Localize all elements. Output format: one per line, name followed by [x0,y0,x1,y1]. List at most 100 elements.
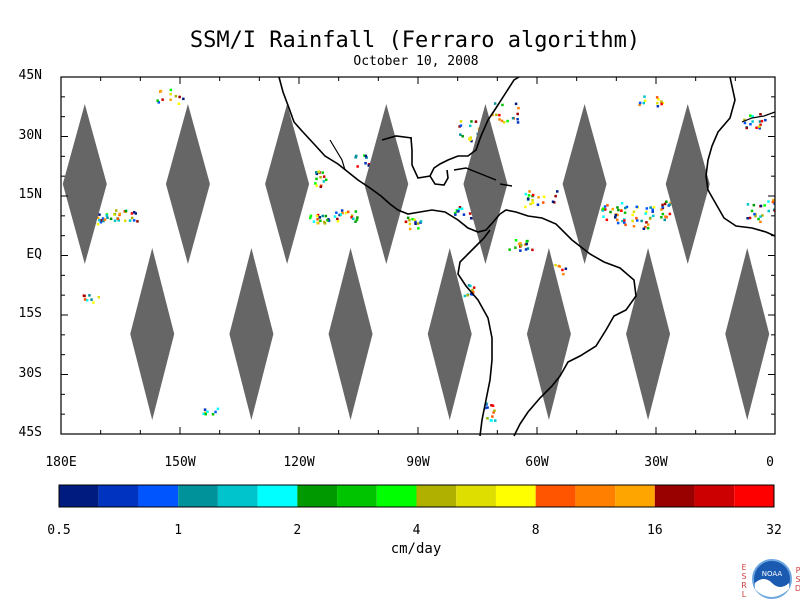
rain-pixel [745,126,748,130]
rain-pixel [326,219,329,222]
rain-pixel [767,200,770,203]
rain-pixel [216,407,220,411]
rain-pixel [315,214,319,218]
rain-pixel [519,249,522,252]
rain-pixel [470,120,473,123]
rain-pixel [202,412,205,416]
rain-pixel [459,133,462,136]
rain-pixel [759,123,762,127]
rain-pixel [156,99,159,102]
rain-pixel [635,205,638,209]
rain-pixel [606,204,609,207]
rain-pixel [760,119,764,123]
rain-pixel [365,156,368,159]
rain-pixel [493,102,497,105]
rain-pixel [102,219,105,223]
rain-pixel [316,218,319,221]
colorbar-segment [297,485,338,507]
coastline-gulf [381,135,413,141]
rain-pixel [663,202,667,206]
rain-pixel [419,220,423,223]
rain-pixel [620,202,624,205]
coastline-yucatan [429,169,449,186]
rain-pixel [414,222,417,225]
rain-pixel [511,116,515,120]
rain-pixel [458,125,461,128]
map-title: SSM/I Rainfall (Ferraro algorithm) [189,28,641,53]
rain-pixel [471,291,475,294]
rain-pixel [652,205,656,209]
rain-pixel [83,294,86,298]
rain-pixel [491,415,494,418]
rain-pixel [500,119,504,123]
colorbar-segment [98,485,139,507]
rain-pixel [625,205,629,209]
rain-pixel [406,216,410,220]
rain-pixel [458,206,462,209]
rain-pixel [203,408,207,411]
rain-pixel [554,194,557,198]
rain-pixel [554,263,557,267]
rain-pixel [101,217,105,220]
rain-pixel [458,207,461,211]
rain-pixel [454,213,457,216]
rain-pixel [632,225,636,228]
rain-pixel [527,197,530,201]
rain-pixel [416,222,420,225]
swath-gap-north [562,104,607,264]
rain-pixel [130,212,134,215]
rain-pixel [750,209,754,213]
rain-pixel [132,211,136,214]
rain-pixel [105,214,108,217]
rain-pixel [88,294,91,297]
rain-pixel [514,102,518,106]
rain-pixel [660,102,663,106]
rain-pixel [333,215,337,218]
rain-pixel [352,217,355,220]
rain-pixel [322,175,326,178]
coastline-gulf-east [410,76,520,179]
rain-pixel [344,211,348,215]
rain-pixel [457,209,460,213]
rain-pixel [531,199,534,202]
rain-pixel [486,417,489,420]
rain-pixel [495,113,498,117]
latitude-label: 45S [18,425,42,440]
colorbar-tick-label: 4 [412,523,421,538]
rain-pixel [531,193,535,197]
latitude-label: 15N [18,187,42,202]
rain-pixel [128,219,132,222]
rain-pixel [514,239,518,242]
axis-ticks-layer [60,76,776,435]
rain-pixel [527,194,531,197]
rain-pixel [644,212,647,215]
rain-pixel [614,216,617,219]
rain-pixel [624,223,627,227]
rain-pixel [498,113,501,117]
rain-pixel [463,294,467,298]
rain-pixel [174,95,178,98]
rain-pixel [491,404,495,407]
rain-pixel [124,209,128,213]
rain-pixel [506,119,509,123]
coastline-africa-west [705,76,776,237]
rain-pixel [542,201,545,204]
rain-pixel [319,219,322,222]
rain-pixel [501,103,504,107]
rain-pixel [616,213,619,217]
rain-pixel [743,118,746,122]
swath-gap-north [165,104,210,264]
rain-pixel [636,219,639,222]
colorbar-segment [734,485,774,507]
rain-pixel [471,288,474,292]
rain-pixel [115,209,118,212]
rain-pixel [466,294,469,297]
rain-pixel [771,200,775,204]
rain-pixel [623,219,626,222]
rain-pixel [652,214,655,218]
rain-pixel [355,218,359,222]
rain-pixel [753,212,756,216]
rain-pixel [761,214,764,217]
